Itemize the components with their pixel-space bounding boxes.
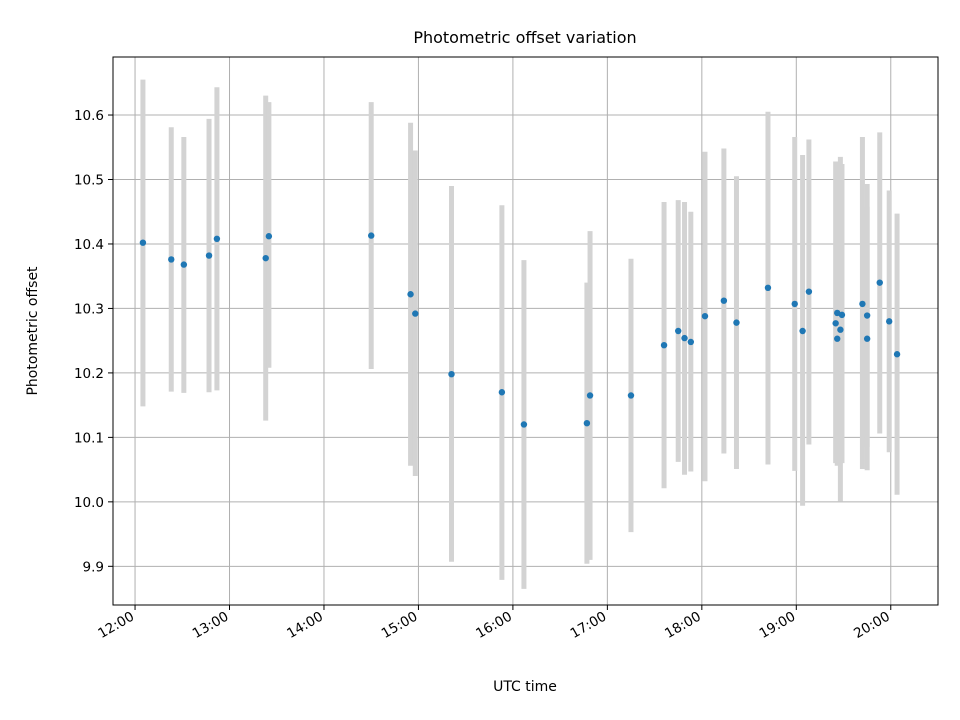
data-point <box>583 419 591 427</box>
data-point <box>791 300 798 308</box>
data-point <box>764 284 772 292</box>
data-point <box>876 279 883 286</box>
data-points <box>139 232 901 428</box>
y-tick-label: 10.6 <box>74 108 104 124</box>
data-point <box>863 312 871 319</box>
data-point <box>168 256 175 263</box>
data-point <box>687 338 695 346</box>
plot-frame <box>112 56 939 606</box>
data-point <box>675 327 682 335</box>
data-point <box>412 310 419 317</box>
data-point <box>720 297 728 304</box>
y-tick-label: 10.4 <box>74 237 104 253</box>
data-point <box>407 291 414 298</box>
data-point <box>368 232 375 239</box>
data-point <box>837 326 844 333</box>
data-point <box>520 421 528 428</box>
data-point <box>863 335 871 342</box>
y-axis-ticks: 9.9 10.0 10.1 10.2 10.3 10.4 10.5 10.6 <box>74 108 113 575</box>
data-point <box>885 318 893 325</box>
chart-title: Photometric offset variation <box>413 28 636 47</box>
data-point <box>660 341 668 349</box>
y-tick-label: 10.3 <box>74 301 104 317</box>
data-point <box>498 389 506 396</box>
data-point <box>262 254 269 262</box>
data-point <box>832 320 839 327</box>
data-point <box>701 312 709 320</box>
data-point <box>139 239 147 246</box>
data-point <box>733 319 740 326</box>
data-point <box>586 392 594 399</box>
x-axis-label: UTC time <box>493 679 557 695</box>
data-point <box>213 235 221 243</box>
data-point <box>265 233 273 240</box>
data-point <box>448 370 455 378</box>
data-point <box>805 288 813 295</box>
y-tick-label: 10.2 <box>74 366 104 382</box>
y-tick-label: 10.1 <box>74 430 104 446</box>
data-point <box>859 300 866 308</box>
data-point <box>834 335 841 342</box>
y-axis-label: Photometric offset <box>25 266 41 396</box>
data-point <box>799 327 806 335</box>
data-point <box>681 334 688 342</box>
data-point <box>180 261 188 268</box>
data-point <box>838 311 846 319</box>
y-tick-label: 10.5 <box>74 172 104 188</box>
data-point <box>627 392 635 399</box>
data-point <box>205 252 213 259</box>
data-point <box>893 351 901 358</box>
y-tick-label: 9.9 <box>83 559 104 575</box>
y-tick-label: 10.0 <box>74 495 104 511</box>
